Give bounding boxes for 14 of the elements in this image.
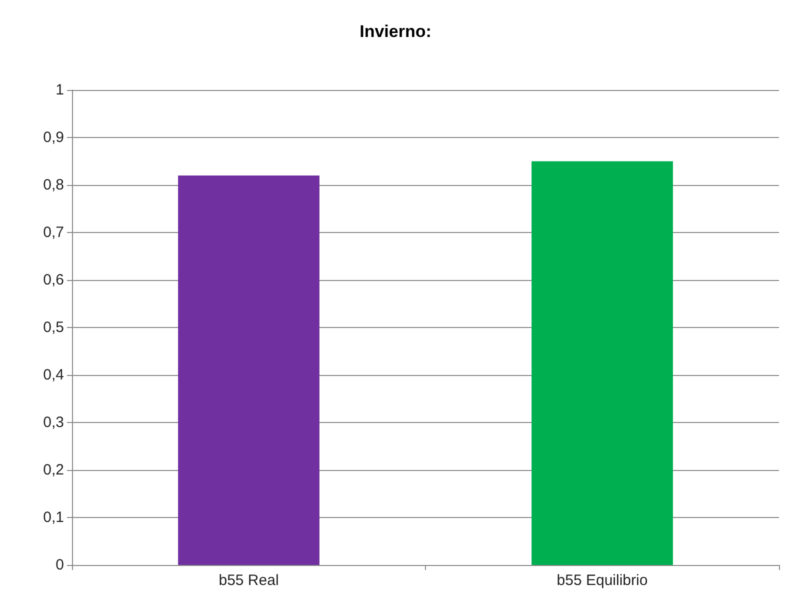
- y-tick-label: 0,2: [43, 462, 64, 478]
- y-tick-label: 0,3: [43, 414, 64, 431]
- y-tick-label: 0,6: [43, 272, 64, 288]
- y-tick-label: 0,7: [43, 224, 64, 241]
- y-tick-label: 0,4: [43, 366, 64, 384]
- x-tick-label: b55 Real: [218, 572, 279, 589]
- y-tick-label: 0,1: [43, 509, 64, 526]
- y-tick-label: 0,9: [43, 129, 64, 146]
- y-tick-label: 1: [56, 82, 64, 98]
- chart-title: Invierno:: [360, 22, 432, 41]
- y-tick-label: 0: [56, 556, 64, 574]
- x-tick-label: b55 Equilibrio: [556, 572, 648, 589]
- y-tick-label: 0,8: [43, 176, 64, 194]
- y-tick-label: 0,5: [43, 319, 64, 336]
